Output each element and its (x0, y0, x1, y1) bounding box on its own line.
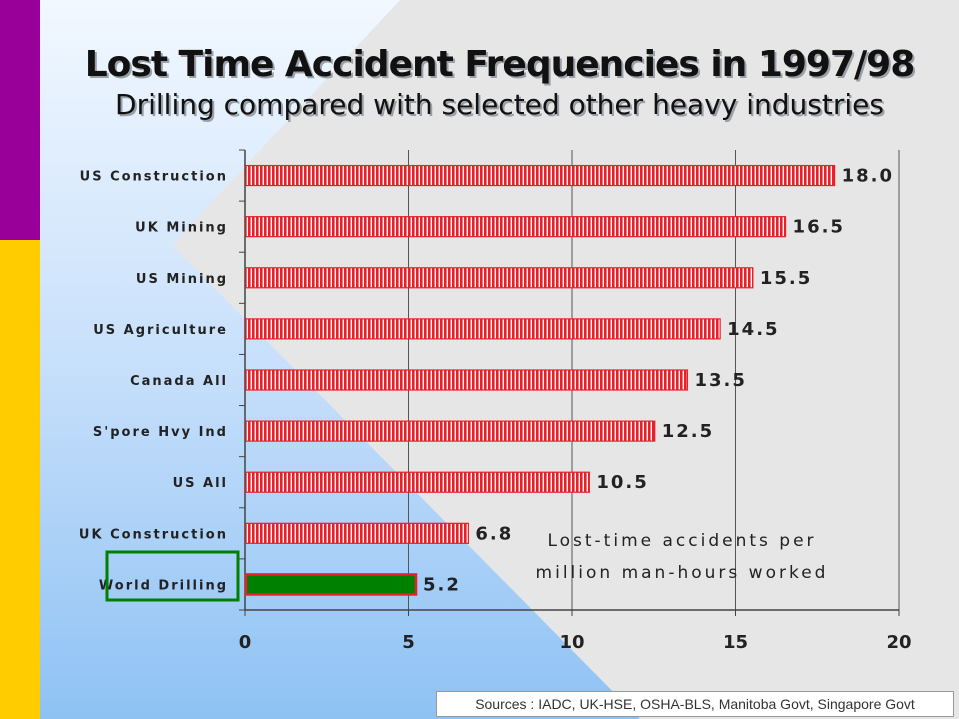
value-label-7: 6.8 (475, 523, 513, 544)
highlight-box (105, 550, 240, 602)
x-tick-label-5: 5 (402, 632, 415, 653)
category-label-1: UK Mining (135, 221, 228, 236)
category-label-6: US All (173, 476, 228, 491)
accent-bar-purple (0, 0, 40, 240)
annotation-line-2: million man-hours worked (536, 563, 829, 583)
category-label-0: US Construction (80, 170, 228, 185)
bars (244, 164, 836, 596)
value-label-5: 12.5 (662, 421, 714, 442)
bar-5 (245, 420, 656, 442)
slide-title: Lost Time Accident Frequencies in 1997/9… (84, 44, 916, 85)
value-label-3: 14.5 (727, 319, 779, 340)
bar-6 (245, 471, 590, 493)
axes (239, 149, 900, 616)
x-tick-label-20: 20 (886, 632, 911, 653)
bar-4 (245, 369, 689, 391)
value-label-4: 13.5 (694, 370, 746, 391)
value-label-2: 15.5 (760, 268, 812, 289)
category-labels: US Construction UK Mining US Mining US Agri… (79, 170, 228, 594)
sources-note: Sources : IADC, UK-HSE, OSHA-BLS, Manito… (436, 691, 954, 717)
value-label-0: 18.0 (842, 166, 894, 187)
value-label-1: 16.5 (793, 217, 845, 238)
x-tick-label-0: 0 (239, 632, 252, 653)
category-label-8: World Drilling (99, 578, 228, 593)
x-tick-label-15: 15 (723, 632, 748, 653)
category-label-7: UK Construction (79, 527, 228, 542)
bar-2 (245, 267, 754, 289)
value-labels: 18.0 16.5 15.5 14.5 13.5 12.5 10.5 6.8 5.2 (423, 166, 894, 596)
bar-8 (244, 573, 418, 596)
bar-0 (245, 164, 836, 187)
bar-3 (245, 318, 721, 340)
accent-bar-yellow (0, 240, 40, 719)
category-label-4: Canada All (130, 374, 228, 389)
bar-1 (245, 216, 787, 238)
category-label-5: S'pore Hvy Ind (93, 425, 228, 440)
value-label-8: 5.2 (423, 574, 461, 595)
slide-subtitle: Drilling compared with selected other he… (115, 88, 884, 121)
x-tick-label-10: 10 (559, 632, 584, 653)
category-label-2: US Mining (136, 272, 228, 287)
value-label-6: 10.5 (596, 472, 648, 493)
annotation-line-1: Lost-time accidents per (547, 531, 816, 551)
bar-7 (245, 522, 469, 544)
category-label-3: US Agriculture (93, 323, 228, 338)
x-tick-labels: 0 5 10 15 20 (239, 632, 912, 653)
